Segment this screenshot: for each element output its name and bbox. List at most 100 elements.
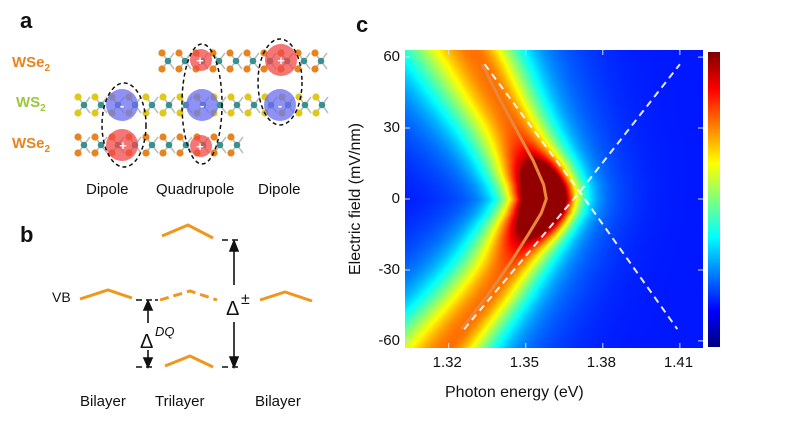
layer-sub: 2 [44, 144, 51, 155]
lower-trilayer-band [164, 354, 214, 369]
chalcogen-atom [294, 49, 302, 57]
layer-name: WS [16, 94, 41, 111]
tungsten-atom [165, 141, 173, 149]
chalcogen-atom [159, 149, 167, 157]
delta-dq-superscript: DQ [155, 324, 175, 339]
chalcogen-atom [159, 109, 167, 117]
tungsten-atom [318, 101, 326, 109]
delta-pm-superscript: ± [241, 291, 250, 308]
caption-dipole-left: Dipole [86, 181, 129, 198]
chalcogen-atom [158, 65, 166, 73]
tungsten-atom [164, 57, 172, 65]
layer-name: WSe [12, 135, 45, 152]
layer-label-middle: WS2 [16, 94, 46, 114]
band-diagram: Δ DQ Δ ± [79, 223, 313, 370]
chalcogen-atom [142, 133, 150, 141]
chalcogen-atom [295, 93, 303, 101]
chalcogen-atom [311, 65, 319, 73]
chalcogen-atom [91, 133, 99, 141]
chalcogen-atom [209, 65, 217, 73]
hole-cloud [190, 135, 212, 157]
chalcogen-atom [175, 65, 183, 73]
caption-trilayer: Trilayer [155, 393, 205, 410]
chalcogen-atom [312, 93, 320, 101]
dashed-line-1 [483, 63, 679, 330]
dashed-line-2 [463, 63, 681, 330]
chalcogen-atom [227, 93, 235, 101]
tungsten-atom [317, 57, 325, 65]
chalcogen-atom [312, 109, 320, 117]
plus-sign: + [277, 53, 285, 68]
level-markers [136, 239, 238, 368]
heatmap-overlay [405, 50, 703, 348]
y-tick-label: 0 [391, 190, 400, 207]
chalcogen-atom [311, 49, 319, 57]
chalcogen-atom [91, 149, 99, 157]
chalcogen-atom [142, 93, 150, 101]
electron-cloud [186, 89, 218, 121]
colorbar [708, 52, 720, 347]
chalcogen-atom [159, 93, 167, 101]
panel-b-label: b [20, 222, 34, 247]
hole-cloud [106, 129, 138, 161]
x-tick-label: 1.41 [663, 354, 694, 371]
chalcogen-atom [243, 49, 251, 57]
minus-sign: - [120, 98, 124, 113]
chalcogen-atom [142, 109, 150, 117]
tungsten-atom [80, 101, 88, 109]
panel-c-label: c [356, 12, 369, 37]
chalcogen-atom [91, 93, 99, 101]
electron-cloud [264, 89, 296, 121]
chalcogen-atom [74, 109, 82, 117]
delta-dq-symbol: Δ [140, 331, 153, 353]
plus-sign: + [119, 138, 127, 153]
caption-bilayer-right: Bilayer [255, 393, 301, 410]
tungsten-atom [233, 101, 241, 109]
x-tick-label: 1.32 [432, 354, 462, 371]
chalcogen-atom [226, 49, 234, 57]
vb-label: VB [52, 289, 71, 305]
x-axis-label: Photon energy (eV) [445, 384, 584, 401]
chalcogen-atom [295, 109, 303, 117]
chalcogen-atom [244, 93, 252, 101]
chalcogen-atom [227, 133, 235, 141]
chalcogen-atom [227, 109, 235, 117]
layer-name: WSe [12, 54, 45, 71]
tungsten-atom [97, 101, 105, 109]
plus-sign: + [196, 139, 204, 154]
y-axis-label: Electric field (mV/nm) [347, 122, 364, 276]
tungsten-atom [301, 101, 309, 109]
exciton-charges: - - - + + + + [106, 44, 297, 161]
caption-dipole-right: Dipole [258, 181, 301, 198]
chalcogen-atom [260, 65, 268, 73]
chalcogen-atom [74, 149, 82, 157]
fit-curve [460, 63, 548, 331]
tungsten-atom [80, 141, 88, 149]
chalcogen-atom [91, 109, 99, 117]
chalcogen-atom [176, 133, 184, 141]
tick-marks [405, 50, 703, 348]
gap-arrows [142, 238, 240, 370]
tungsten-atom [148, 101, 156, 109]
x-tick-label: 1.38 [586, 354, 616, 371]
vb-bilayer-left [79, 288, 133, 301]
caption-bilayer-left: Bilayer [80, 393, 126, 410]
hole-cloud [265, 44, 297, 76]
chalcogen-atom [210, 133, 218, 141]
upper-trilayer-band [161, 223, 214, 240]
layer-sub: 2 [44, 63, 51, 74]
heterostructure-diagram: - - - + + + + [74, 38, 329, 168]
caption-quadrupole: Quadrupole [156, 181, 235, 198]
dipole-outline [257, 38, 303, 126]
vb-trilayer [159, 289, 218, 302]
layer-label-top: WSe2 [12, 54, 50, 74]
tungsten-atom [165, 101, 173, 109]
chalcogen-atom [142, 149, 150, 157]
minus-sign: - [200, 98, 204, 113]
tungsten-atom [216, 141, 224, 149]
chalcogen-atom [244, 109, 252, 117]
heatmap-image [405, 50, 703, 348]
chalcogen-atom [243, 65, 251, 73]
layer-sub: 2 [40, 103, 46, 114]
plus-sign: + [196, 53, 204, 68]
